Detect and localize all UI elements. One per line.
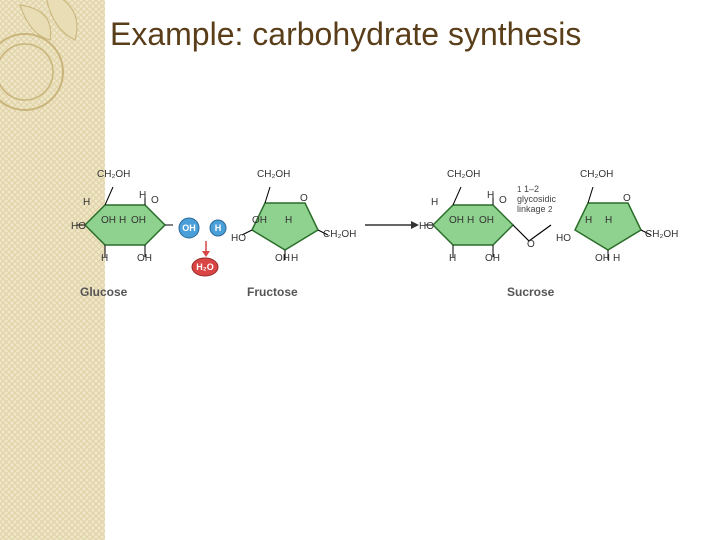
suc-glu-h-tr: H <box>487 190 494 201</box>
oh-circle: OH <box>178 217 200 239</box>
suc-fru-o: O <box>623 193 631 204</box>
suc-fru-ch2oh-t: CH₂OH <box>580 169 613 180</box>
fructose-h-b: H <box>291 253 298 264</box>
sucrose-label: Sucrose <box>507 285 554 299</box>
suc-fru-h-b: H <box>613 253 620 264</box>
glucose-h-bl: H <box>101 253 108 264</box>
svg-text:H₂O: H₂O <box>196 262 214 272</box>
glucose-molecule <box>75 175 185 275</box>
fructose-oh-b: OH <box>275 253 290 264</box>
glucose-oh-r: OH <box>131 215 146 226</box>
glucose-ch2oh: CH₂OH <box>97 169 130 180</box>
suc-glu-o: O <box>499 195 507 206</box>
suc-glu-ch2oh: CH₂OH <box>447 169 480 180</box>
suc-glu-oh-l: OH <box>449 215 464 226</box>
fructose-o: O <box>300 193 308 204</box>
h2o-circle: H₂O <box>191 257 219 277</box>
svg-text:OH: OH <box>182 223 196 233</box>
fructose-ch2oh-t: CH₂OH <box>257 169 290 180</box>
glucose-oh-br: OH <box>137 253 152 264</box>
suc-glu-h-bl: H <box>449 253 456 264</box>
reaction-arrow <box>363 215 423 235</box>
suc-fru-h-r: H <box>605 215 612 226</box>
reaction-diagram: CH₂OH H O H OH OH H HO H OH Glucose OH H… <box>75 165 685 315</box>
fructose-label: Fructose <box>247 285 298 299</box>
fructose-ch2oh-r: CH₂OH <box>323 229 356 240</box>
glucose-o: O <box>151 195 159 206</box>
suc-glu-h-tl: H <box>431 197 438 208</box>
fructose-oh-l: OH <box>252 215 267 226</box>
suc-glu-oh-br: OH <box>485 253 500 264</box>
link-o: O <box>527 239 535 250</box>
svg-text:H: H <box>215 223 222 233</box>
glucose-oh-l: OH <box>101 215 116 226</box>
suc-fru-ch2oh-r: CH₂OH <box>645 229 678 240</box>
glucose-h-m: H <box>119 215 126 226</box>
glucose-label: Glucose <box>80 285 127 299</box>
suc-fru-h-l: H <box>585 215 592 226</box>
glucose-h-tl: H <box>83 197 90 208</box>
suc-glu-ho: HO <box>419 221 434 232</box>
suc-fru-oh-b: OH <box>595 253 610 264</box>
page-title: Example: carbohydrate synthesis <box>110 15 581 53</box>
suc-glu-oh-r: OH <box>479 215 494 226</box>
suc-fru-ho: HO <box>556 233 571 244</box>
suc-glu-h-m: H <box>467 215 474 226</box>
glucose-ho: HO <box>71 221 86 232</box>
h-circle: H <box>209 219 227 237</box>
fructose-h-m: H <box>285 215 292 226</box>
fructose-ho: HO <box>231 233 246 244</box>
glucose-h-tr: H <box>139 190 146 201</box>
